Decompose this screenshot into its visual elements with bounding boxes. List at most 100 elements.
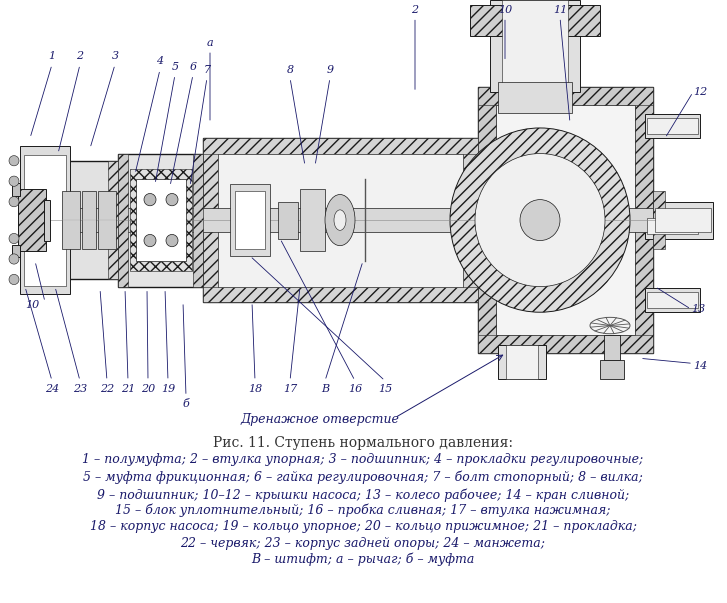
Bar [604, 335, 620, 361]
Text: a: a [206, 38, 213, 48]
Text: 16: 16 [348, 384, 362, 394]
Text: 19: 19 [161, 384, 175, 394]
Text: 10: 10 [25, 300, 39, 310]
Bar [235, 191, 265, 249]
Bar [203, 138, 218, 302]
Text: 10: 10 [498, 5, 512, 15]
Bar [478, 335, 653, 353]
Bar [20, 147, 70, 294]
Bar [478, 87, 496, 353]
Text: 22 – червяк; 23 – корпус задней опоры; 24 – манжета;: 22 – червяк; 23 – корпус задней опоры; 2… [180, 537, 545, 550]
Ellipse shape [325, 195, 355, 245]
Bar [230, 185, 270, 256]
Bar [478, 87, 653, 353]
Bar [506, 345, 538, 379]
Ellipse shape [9, 156, 19, 166]
Text: 5: 5 [172, 62, 179, 72]
Text: 21: 21 [121, 384, 135, 394]
Text: 1: 1 [49, 51, 55, 62]
Text: 23: 23 [73, 384, 87, 394]
Text: 22: 22 [100, 384, 114, 394]
Text: 17: 17 [283, 384, 297, 394]
Bar [655, 208, 711, 232]
Bar [478, 87, 653, 106]
Bar [498, 345, 546, 379]
Bar [647, 218, 698, 235]
Text: 15: 15 [378, 384, 392, 394]
Text: 1 – полумуфта; 2 – втулка упорная; 3 – подшипник; 4 – прокладки регулировочные;: 1 – полумуфта; 2 – втулка упорная; 3 – п… [82, 453, 643, 466]
Bar [502, 0, 568, 92]
Text: 7: 7 [204, 65, 211, 75]
Bar [635, 87, 653, 353]
Bar [645, 288, 700, 312]
Text: 2: 2 [76, 51, 84, 62]
Text: 5 – муфта фрикционная; 6 – гайка регулировочная; 7 – болт стопорный; 8 – вилка;: 5 – муфта фрикционная; 6 – гайка регулир… [83, 471, 643, 484]
Text: 18: 18 [248, 384, 262, 394]
Text: 3: 3 [111, 51, 119, 62]
Bar [24, 154, 66, 286]
Ellipse shape [9, 254, 19, 264]
Text: 11: 11 [553, 5, 567, 15]
Ellipse shape [144, 235, 156, 247]
Bar [193, 154, 203, 286]
Text: 4: 4 [156, 57, 164, 66]
Ellipse shape [9, 233, 19, 244]
Text: 9 – подшипник; 10–12 – крышки насоса; 13 – колесо рабочее; 14 – кран сливной;: 9 – подшипник; 10–12 – крышки насоса; 13… [97, 488, 629, 502]
Text: 8: 8 [286, 65, 294, 75]
Ellipse shape [144, 194, 156, 206]
Bar [82, 191, 96, 249]
Bar [645, 113, 700, 138]
Bar [600, 361, 624, 379]
Bar [463, 138, 478, 302]
Bar [300, 189, 325, 251]
Text: 13: 13 [691, 304, 705, 314]
Bar [12, 245, 20, 257]
Bar [108, 161, 118, 279]
Bar [18, 189, 46, 251]
Bar [118, 154, 128, 286]
Text: 2: 2 [411, 5, 419, 15]
Bar [12, 183, 20, 195]
Text: 14: 14 [693, 361, 707, 371]
Bar [203, 138, 478, 302]
Bar [118, 154, 203, 286]
Text: 18 – корпус насоса; 19 – кольцо упорное; 20 – кольцо прижимное; 21 – прокладка;: 18 – корпус насоса; 19 – кольцо упорное;… [89, 520, 637, 533]
Bar [62, 191, 80, 249]
Bar [50, 161, 60, 279]
Text: 15 – блок уплотнительный; 16 – пробка сливная; 17 – втулка нажимная;: 15 – блок уплотнительный; 16 – пробка сл… [116, 504, 611, 517]
Text: 12: 12 [693, 87, 707, 97]
Ellipse shape [166, 194, 178, 206]
Text: В – штифт; а – рычаг; б – муфта: В – штифт; а – рычаг; б – муфта [252, 552, 475, 566]
Bar [203, 286, 478, 302]
Bar [490, 0, 580, 92]
Text: В: В [321, 384, 329, 394]
Ellipse shape [166, 235, 178, 247]
Bar [18, 208, 690, 232]
Ellipse shape [520, 200, 560, 241]
Bar [98, 191, 116, 249]
Ellipse shape [475, 154, 605, 286]
Ellipse shape [450, 128, 630, 312]
Text: 9: 9 [326, 65, 334, 75]
Bar [647, 118, 698, 134]
Bar [218, 154, 463, 286]
Text: 20: 20 [141, 384, 155, 394]
Bar [653, 191, 665, 249]
Text: 6: 6 [190, 62, 196, 72]
Bar [470, 5, 600, 36]
Ellipse shape [9, 197, 19, 207]
Bar [653, 201, 713, 239]
Bar [647, 292, 698, 308]
Bar [130, 169, 192, 271]
Bar [498, 82, 572, 113]
Ellipse shape [9, 176, 19, 186]
Text: Дренажное отверстие: Дренажное отверстие [241, 413, 399, 426]
Ellipse shape [334, 210, 346, 230]
Bar [136, 179, 186, 261]
Bar [496, 106, 635, 335]
Bar [278, 201, 298, 239]
Bar [44, 200, 50, 241]
Text: б: б [182, 399, 189, 409]
Bar [645, 214, 700, 239]
Ellipse shape [9, 274, 19, 285]
